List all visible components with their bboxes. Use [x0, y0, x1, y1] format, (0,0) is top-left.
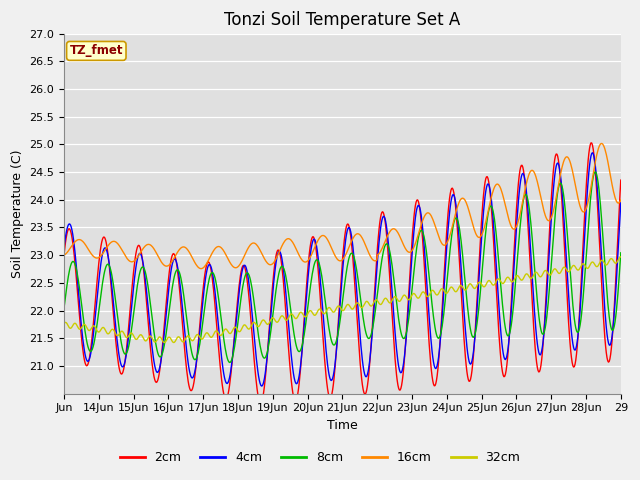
Legend: 2cm, 4cm, 8cm, 16cm, 32cm: 2cm, 4cm, 8cm, 16cm, 32cm — [115, 446, 525, 469]
Text: TZ_fmet: TZ_fmet — [70, 44, 123, 58]
X-axis label: Time: Time — [327, 419, 358, 432]
Title: Tonzi Soil Temperature Set A: Tonzi Soil Temperature Set A — [224, 11, 461, 29]
Y-axis label: Soil Temperature (C): Soil Temperature (C) — [11, 149, 24, 278]
